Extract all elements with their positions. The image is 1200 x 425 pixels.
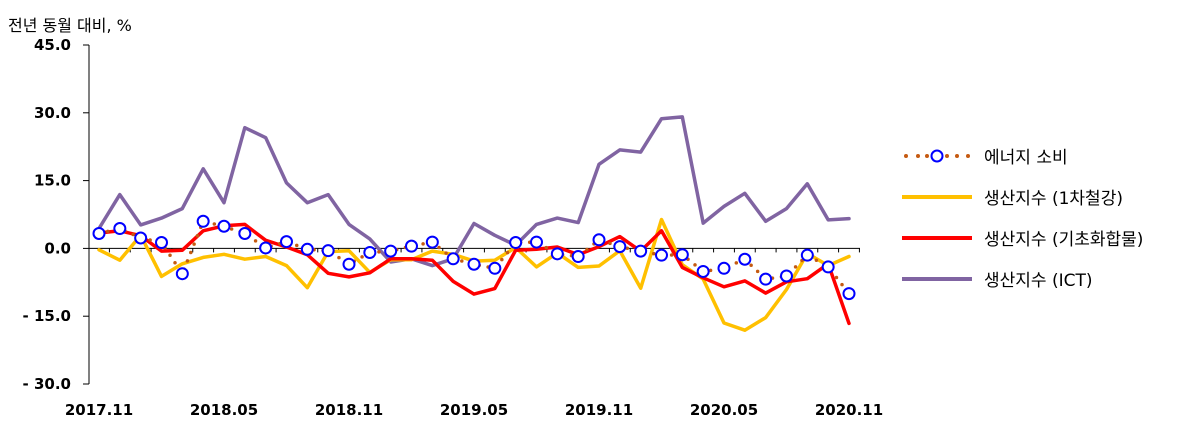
x-tick-label: 2019.11 [565, 401, 633, 419]
energy-point [571, 250, 585, 264]
y-tick-label: 45.0 [34, 36, 71, 54]
energy-point [300, 242, 314, 256]
energy-point [634, 244, 648, 258]
energy-point [550, 247, 564, 261]
energy-point [280, 235, 293, 249]
y-tick-label: 30.0 [34, 104, 71, 122]
energy-point [759, 272, 773, 286]
legend-label-chemical: 생산지수 (기초화합물) [984, 230, 1144, 250]
legend-item-ict: 생산지수 (ICT) [902, 258, 1143, 299]
y-axis-unit-label: 전년 동월 대비, % [8, 16, 132, 35]
energy-point [92, 226, 106, 240]
energy-point [196, 214, 210, 228]
energy-point [613, 240, 627, 254]
energy-point [800, 248, 814, 262]
energy-point [238, 226, 252, 240]
y-tick-label: 15.0 [34, 172, 71, 190]
y-tick-label: - 15.0 [23, 307, 71, 325]
legend: 에너지 소비 생산지수 (1차철강) 생산지수 (기초화합물) 생산지수 (IC… [902, 135, 1143, 299]
energy-point [717, 261, 731, 275]
energy-point [259, 241, 273, 255]
energy-point [217, 219, 231, 233]
energy-point [509, 236, 523, 250]
x-tick-label: 2019.05 [440, 401, 508, 419]
series-layer [92, 115, 856, 332]
energy-point [446, 252, 460, 266]
x-tick-label: 2018.05 [190, 401, 258, 419]
energy-point [384, 244, 398, 258]
energy-point [655, 248, 668, 262]
energy-point [675, 248, 689, 262]
legend-item-chemical: 생산지수 (기초화합물) [902, 217, 1143, 258]
energy-point [321, 244, 335, 258]
series-line-1 [97, 217, 851, 332]
legend-swatch-steel [902, 194, 972, 199]
series-line-2 [97, 222, 851, 326]
legend-label-steel: 생산지수 (1차철강) [984, 189, 1123, 209]
x-tick-label: 2018.11 [315, 401, 383, 419]
energy-point [363, 245, 377, 259]
energy-point [113, 222, 127, 236]
legend-item-steel: 생산지수 (1차철강) [902, 176, 1143, 217]
x-tick-label: 2017.11 [65, 401, 133, 419]
legend-swatch-ict [902, 276, 972, 281]
energy-point [738, 252, 752, 266]
energy-point [488, 261, 502, 275]
energy-point [155, 236, 168, 250]
legend-label-ict: 생산지수 (ICT) [984, 271, 1093, 291]
axes: 45.0 30.0 15.0 0.0 - 15.0 - 30.0 2017.11 2018.0… [23, 36, 884, 419]
energy-point [425, 235, 439, 249]
x-tick-label: 2020.11 [815, 401, 883, 419]
energy-point [467, 257, 481, 271]
series-line-3 [97, 115, 851, 268]
energy-point [175, 267, 189, 281]
legend-label-energy: 에너지 소비 [984, 148, 1068, 168]
legend-swatch-chemical [902, 235, 972, 240]
energy-point [842, 287, 856, 301]
energy-point [405, 239, 418, 253]
legend-item-energy: 에너지 소비 [902, 135, 1143, 176]
energy-point [530, 235, 543, 249]
y-tick-label: 0.0 [44, 239, 71, 257]
energy-point [780, 269, 793, 283]
y-tick-label: - 30.0 [23, 375, 71, 393]
energy-point [342, 257, 356, 271]
energy-point [696, 264, 710, 278]
x-tick-label: 2020.05 [690, 401, 758, 419]
legend-swatch-energy [904, 149, 970, 162]
energy-point [592, 233, 606, 247]
energy-point [134, 231, 148, 245]
energy-point [821, 260, 835, 274]
